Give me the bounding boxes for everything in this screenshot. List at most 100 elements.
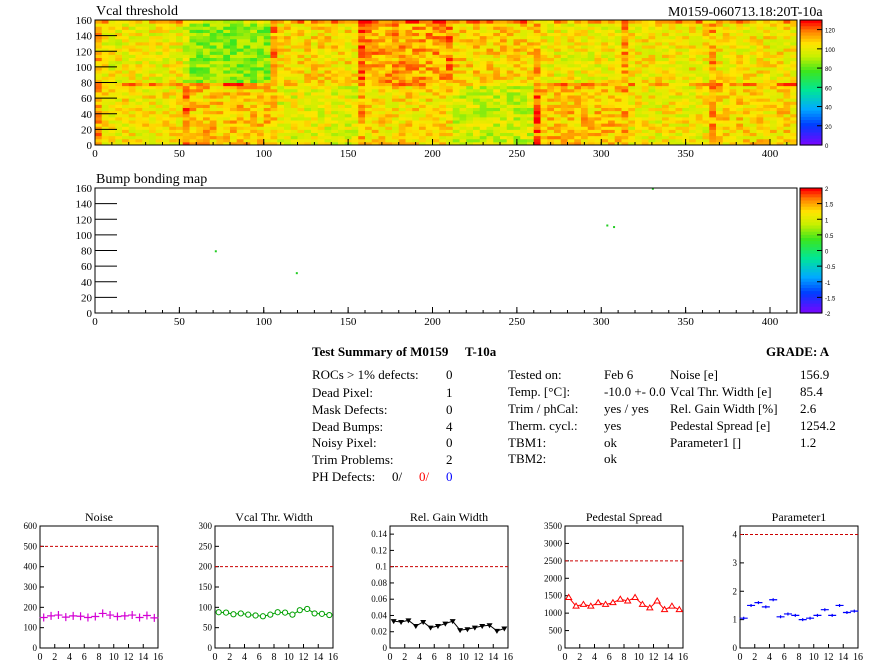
threshold-cell	[203, 116, 211, 121]
x-tick-label: 4	[592, 652, 597, 663]
threshold-cell	[439, 101, 447, 105]
threshold-cell	[635, 57, 643, 62]
threshold-cell	[743, 54, 751, 58]
threshold-cell	[284, 41, 292, 46]
threshold-cell	[749, 66, 757, 71]
threshold-cell	[189, 141, 197, 146]
threshold-cell	[756, 85, 764, 90]
threshold-cell	[398, 123, 406, 127]
x-tick-label: 100	[256, 316, 273, 328]
threshold-cell	[405, 91, 413, 96]
data-point	[405, 618, 412, 624]
threshold-cell	[493, 141, 501, 146]
threshold-cell	[655, 129, 663, 133]
threshold-cell	[371, 48, 379, 52]
threshold-cell	[182, 66, 190, 71]
threshold-cell	[358, 57, 366, 62]
threshold-cell	[486, 95, 494, 99]
threshold-cell	[304, 23, 312, 27]
threshold-cell	[412, 48, 420, 52]
threshold-cell	[662, 82, 670, 87]
threshold-cell	[533, 45, 541, 49]
threshold-cell	[608, 98, 616, 102]
threshold-cell	[263, 32, 271, 37]
threshold-cell	[473, 132, 481, 137]
threshold-cell	[493, 60, 501, 65]
threshold-cell	[203, 107, 211, 112]
threshold-cell	[344, 88, 352, 93]
threshold-cell	[155, 101, 163, 105]
threshold-cell	[182, 129, 190, 133]
threshold-cell	[398, 120, 406, 124]
threshold-cell	[351, 123, 359, 127]
threshold-cell	[628, 57, 636, 62]
threshold-cell	[763, 126, 771, 130]
threshold-cell	[628, 20, 636, 24]
threshold-cell	[432, 70, 440, 74]
threshold-cell	[662, 104, 670, 108]
threshold-cell	[540, 20, 548, 24]
threshold-cell	[614, 45, 622, 49]
threshold-cell	[297, 116, 305, 121]
threshold-cell	[682, 23, 690, 27]
threshold-cell	[236, 60, 244, 65]
threshold-cell	[439, 20, 447, 24]
palette-band	[800, 141, 822, 146]
threshold-cell	[331, 73, 339, 77]
threshold-cell	[108, 48, 116, 52]
threshold-cell	[317, 73, 325, 77]
palette-band	[800, 291, 822, 295]
threshold-cell	[446, 48, 454, 52]
threshold-cell	[135, 126, 143, 130]
threshold-cell	[614, 95, 622, 99]
threshold-cell	[142, 82, 150, 87]
threshold-cell	[324, 63, 332, 68]
threshold-cell	[473, 76, 481, 80]
threshold-cell	[297, 91, 305, 96]
threshold-cell	[317, 38, 325, 43]
summary-left-label: Dead Pixel:	[312, 385, 374, 400]
threshold-cell	[371, 138, 379, 143]
threshold-cell	[655, 23, 663, 27]
threshold-cell	[473, 73, 481, 77]
threshold-cell	[223, 129, 231, 133]
threshold-cell	[783, 66, 791, 71]
threshold-cell	[196, 129, 204, 133]
threshold-cell	[162, 88, 170, 93]
bump-point	[613, 226, 616, 229]
threshold-cell	[149, 126, 157, 130]
threshold-cell	[641, 54, 649, 58]
x-tick-label: 16	[853, 652, 863, 663]
threshold-cell	[689, 132, 697, 137]
threshold-cell	[648, 79, 656, 83]
threshold-cell	[635, 63, 643, 68]
threshold-cell	[763, 95, 771, 99]
threshold-cell	[486, 73, 494, 77]
threshold-cell	[506, 123, 514, 127]
threshold-cell	[479, 101, 487, 105]
threshold-cell	[128, 104, 136, 108]
threshold-cell	[344, 45, 352, 49]
threshold-cell	[344, 32, 352, 37]
threshold-cell	[230, 129, 238, 133]
threshold-cell	[358, 66, 366, 71]
threshold-cell	[371, 35, 379, 40]
threshold-cell	[567, 73, 575, 77]
threshold-cell	[351, 76, 359, 80]
threshold-cell	[614, 63, 622, 68]
threshold-cell	[729, 54, 737, 58]
threshold-cell	[716, 32, 724, 37]
threshold-cell	[682, 57, 690, 62]
threshold-cell	[203, 38, 211, 43]
threshold-cell	[243, 138, 251, 143]
threshold-cell	[682, 110, 690, 115]
threshold-cell	[365, 104, 373, 108]
threshold-cell	[142, 95, 150, 99]
threshold-cell	[378, 20, 386, 24]
threshold-cell	[493, 132, 501, 137]
threshold-cell	[236, 82, 244, 87]
threshold-cell	[722, 51, 730, 55]
threshold-cell	[290, 138, 298, 143]
threshold-cell	[95, 129, 103, 133]
threshold-cell	[533, 95, 541, 99]
